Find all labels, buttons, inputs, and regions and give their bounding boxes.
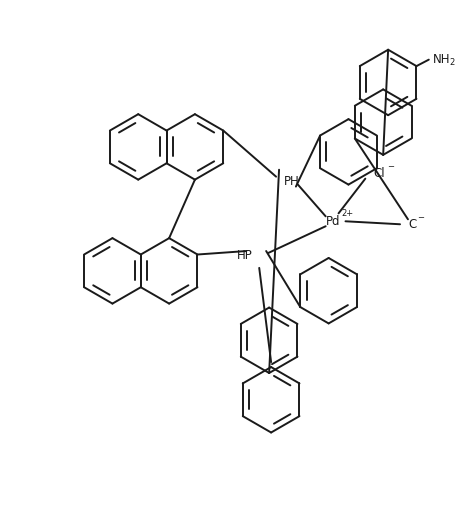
Text: HP: HP bbox=[236, 249, 252, 263]
Text: Cl: Cl bbox=[373, 167, 384, 180]
Text: −: − bbox=[416, 213, 423, 222]
Text: 2: 2 bbox=[449, 58, 454, 67]
Text: C: C bbox=[407, 218, 415, 231]
Text: −: − bbox=[386, 162, 393, 171]
Text: 2+: 2+ bbox=[341, 209, 353, 218]
Text: PH: PH bbox=[283, 175, 299, 188]
Text: Pd: Pd bbox=[325, 215, 339, 228]
Text: NH: NH bbox=[432, 53, 449, 66]
